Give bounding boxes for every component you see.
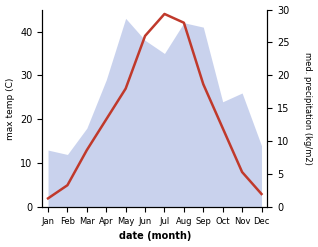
- Y-axis label: max temp (C): max temp (C): [5, 77, 15, 140]
- X-axis label: date (month): date (month): [119, 231, 191, 242]
- Y-axis label: med. precipitation (kg/m2): med. precipitation (kg/m2): [303, 52, 313, 165]
